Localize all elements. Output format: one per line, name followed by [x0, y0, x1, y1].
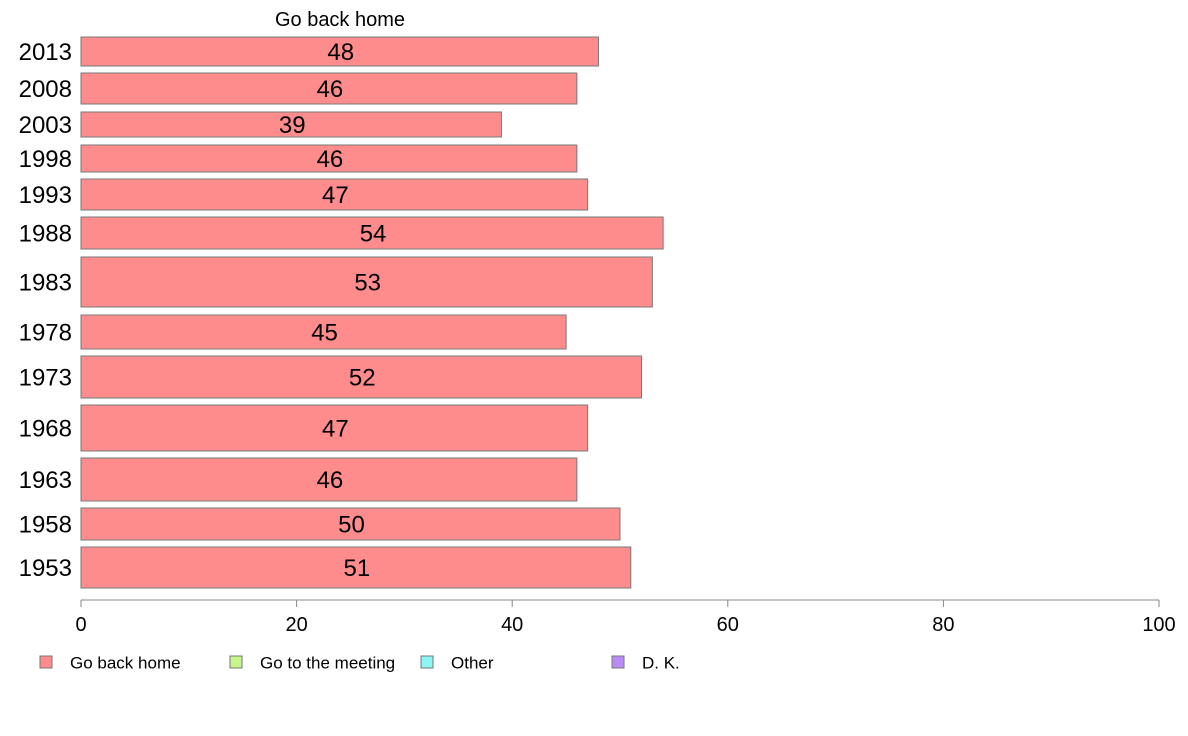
bar-1973 — [80, 355, 643, 399]
series-title: Go back home — [275, 9, 405, 31]
legend-swatch-d-k — [611, 655, 625, 669]
value-label-2008: 46 — [317, 76, 344, 103]
value-label-1958: 50 — [338, 512, 365, 539]
legend-swatch-go-to-the-meeting — [229, 655, 243, 669]
value-label-1993: 47 — [322, 182, 349, 209]
legend-label-go-to-the-meeting: Go to the meeting — [260, 654, 395, 673]
value-label-1963: 46 — [317, 467, 344, 494]
value-label-1988: 54 — [360, 221, 387, 248]
category-label-1963: 1963 — [19, 467, 72, 494]
bar-1958 — [80, 507, 621, 541]
category-label-1993: 1993 — [19, 182, 72, 209]
category-label-1973: 1973 — [19, 365, 72, 392]
bar-2008 — [80, 72, 578, 105]
bar-1953 — [80, 546, 632, 589]
category-label-2003: 2003 — [19, 112, 72, 139]
legend-label-d-k: D. K. — [642, 654, 680, 673]
value-label-1968: 47 — [322, 416, 349, 443]
value-label-2013: 48 — [327, 39, 354, 66]
bar-1983 — [80, 256, 653, 308]
legend: Go back home Go to the meeting Other D. K. — [39, 654, 680, 673]
value-label-1973: 52 — [349, 365, 376, 392]
bar-1998 — [80, 144, 578, 173]
legend-label-other: Other — [451, 654, 494, 673]
value-label-1978: 45 — [311, 320, 338, 347]
bar-1978 — [80, 314, 567, 350]
category-label-1998: 1998 — [19, 146, 72, 173]
category-label-1968: 1968 — [19, 416, 72, 443]
bar-1988 — [80, 216, 664, 250]
bar-1993 — [80, 178, 589, 211]
category-label-2008: 2008 — [19, 76, 72, 103]
legend-label-go-back-home: Go back home — [70, 654, 181, 673]
x-tick-label-80: 80 — [932, 614, 954, 636]
value-label-1953: 51 — [344, 555, 371, 582]
category-label-2013: 2013 — [19, 39, 72, 66]
x-tick-label-60: 60 — [717, 614, 739, 636]
bar-2003 — [80, 111, 502, 138]
x-tick-label-0: 0 — [75, 614, 86, 636]
x-tick-label-40: 40 — [501, 614, 523, 636]
value-label-2003: 39 — [279, 112, 306, 139]
category-label-1978: 1978 — [19, 320, 72, 347]
bar-2013 — [80, 36, 599, 67]
category-label-1988: 1988 — [19, 221, 72, 248]
category-label-1953: 1953 — [19, 555, 72, 582]
legend-swatch-go-back-home — [39, 655, 53, 669]
legend-swatch-other — [420, 655, 434, 669]
x-axis: 0 20 40 60 80 100 — [75, 599, 1176, 636]
category-label-1958: 1958 — [19, 512, 72, 539]
category-label-1983: 1983 — [19, 270, 72, 297]
value-label-1998: 46 — [317, 146, 344, 173]
bar-1968 — [80, 404, 589, 452]
value-label-1983: 53 — [354, 270, 381, 297]
x-tick-label-20: 20 — [285, 614, 307, 636]
bar-1963 — [80, 457, 578, 502]
bars-group: 48 2013 46 2008 39 2003 46 1998 47 1993 54 1988 53 19… — [19, 36, 664, 589]
x-tick-label-100: 100 — [1142, 614, 1175, 636]
